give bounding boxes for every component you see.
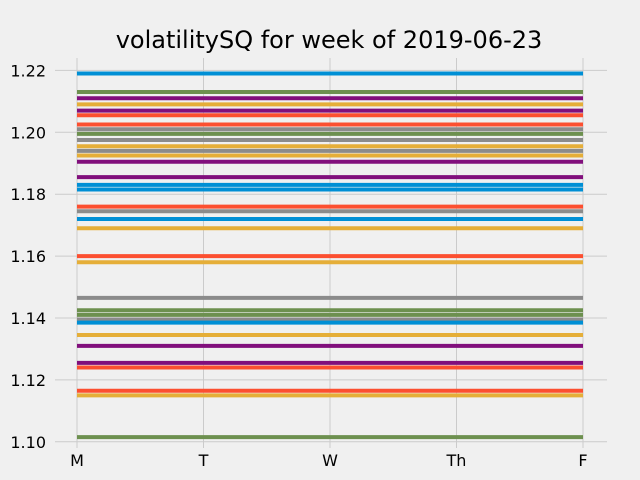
y-tick-label: 1.10	[10, 433, 46, 452]
y-tick-label: 1.14	[10, 309, 46, 328]
x-tick-label: F	[578, 451, 587, 470]
series-layer	[77, 71, 583, 440]
y-tick-label: 1.12	[10, 371, 46, 390]
y-axis: 1.10 1.12 1.14 1.16 1.18 1.20 1.22	[10, 61, 46, 451]
x-tick-label: Th	[446, 451, 467, 470]
x-tick-label: T	[198, 451, 209, 470]
y-tick-label: 1.20	[10, 123, 46, 142]
y-tick-label: 1.22	[10, 61, 46, 80]
y-tick-label: 1.16	[10, 247, 46, 266]
x-tick-label: M	[70, 451, 84, 470]
y-tick-label: 1.18	[10, 185, 46, 204]
x-axis: M T W Th F	[70, 451, 588, 470]
chart-title: volatilitySQ for week of 2019-06-23	[116, 26, 543, 54]
x-tick-label: W	[322, 451, 338, 470]
